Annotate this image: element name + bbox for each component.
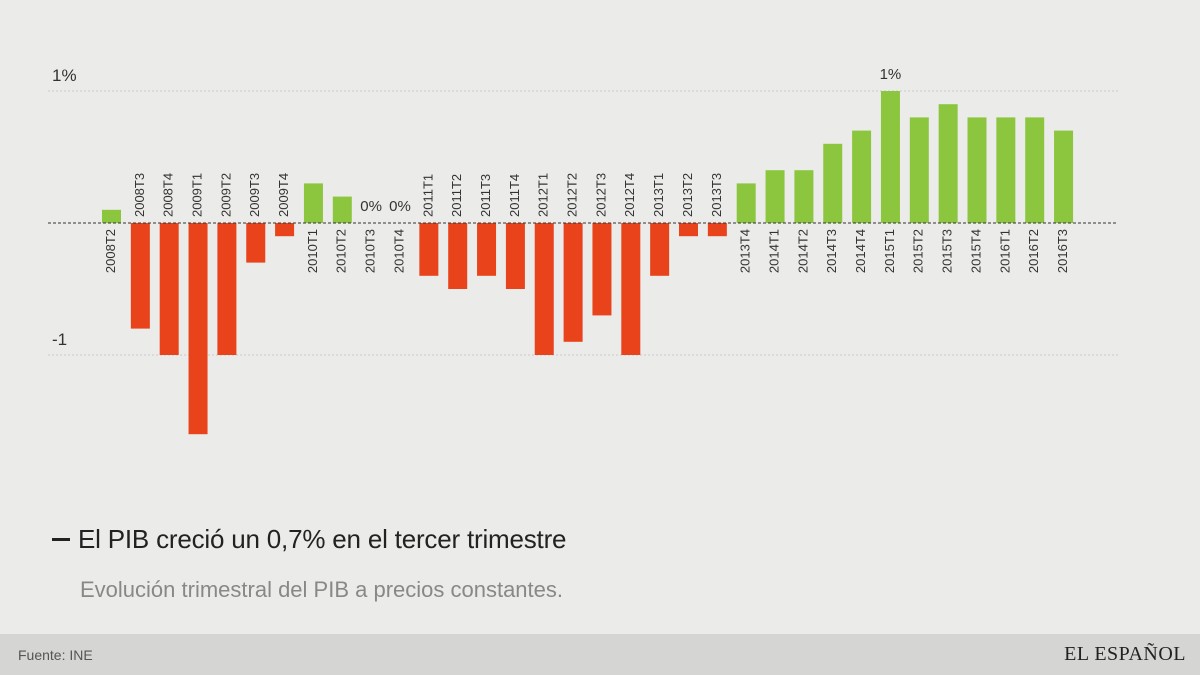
bar-2014T3 [823,143,843,223]
bar-2013T2 [679,223,698,237]
category-label: 2009T3 [247,173,262,217]
category-label: 2009T2 [218,173,233,217]
category-label: 2016T1 [997,229,1012,273]
category-label: 2010T3 [363,229,378,273]
bar-2008T2 [102,209,121,223]
bar-2016T2 [1025,117,1045,223]
category-label: 2015T4 [968,229,983,273]
footer-bar: Fuente: INE EL ESPAÑOL [0,634,1200,675]
publisher-logo: EL ESPAÑOL [1064,643,1186,665]
bar-2013T3 [707,223,727,237]
bar-2008T3 [130,223,150,329]
category-label: 2010T2 [334,229,349,273]
category-label: 2008T4 [161,173,176,217]
bar-2014T1 [765,170,785,223]
y-axis-label: 1% [52,66,77,85]
category-label: 2015T3 [940,229,955,273]
bar-2013T4 [736,183,756,223]
category-label: 2011T1 [420,174,435,217]
bar-2016T3 [1054,130,1074,223]
bar-2014T2 [794,170,814,223]
y-axis-label: -1 [52,330,67,349]
category-label: 2012T2 [565,173,580,217]
bar-2012T2 [563,223,583,342]
category-label: 2013T4 [738,229,753,273]
chart-subtitle: Evolución trimestral del PIB a precios c… [80,577,564,602]
bar-2015T2 [909,117,929,223]
category-label: 2011T3 [478,174,493,217]
category-label: 2010T4 [391,229,406,273]
category-label: 2014T2 [795,229,810,273]
bar-2015T3 [938,104,958,223]
category-label: 2014T3 [824,229,839,273]
category-label: 2014T1 [766,229,781,273]
bar-2013T1 [650,223,670,276]
category-label: 2008T3 [132,173,147,217]
bar-2012T1 [534,223,554,355]
bar-2009T1 [188,223,208,435]
chart-area: 1% -1 2008T2 2008T3 2008T4 2009T1 2009T2 2009T3… [48,66,1118,435]
category-label: 2012T4 [622,173,637,217]
category-label: 2015T2 [911,229,926,273]
bar-2008T4 [159,223,179,355]
bar-2011T4 [505,223,525,289]
data-label: 0% [360,198,382,215]
category-label: 2013T2 [680,173,695,217]
title-dash-icon [52,537,70,541]
chart-title-row: El PIB creció un 0,7% en el tercer trime… [52,524,566,555]
bar-2009T4 [275,223,295,237]
bar-2012T3 [592,223,612,316]
source-note: Fuente: INE [18,647,93,663]
category-label: 2015T1 [882,229,897,273]
category-label: 2010T1 [305,229,320,273]
bar-2010T1 [303,183,323,223]
bar-2015T1 [880,91,900,223]
bar-2016T1 [996,117,1016,223]
category-label: 2008T2 [103,229,118,273]
gdp-bar-chart: 1% -1 2008T2 2008T3 2008T4 2009T1 2009T2 2009T3… [48,66,1118,435]
bar-2009T2 [217,223,237,355]
category-label: 2013T3 [709,173,724,217]
data-label: 1% [880,66,902,83]
bar-2009T3 [246,223,266,263]
category-label: 2009T1 [189,173,204,217]
bar-2011T3 [477,223,497,276]
bar-2015T4 [967,117,987,223]
category-label: 2012T3 [593,173,608,217]
category-label: 2014T4 [853,229,868,273]
category-label: 2009T4 [276,173,291,217]
category-label: 2013T1 [651,173,666,217]
category-label: 2011T4 [507,174,522,217]
category-label: 2016T3 [1055,229,1070,273]
bar-2012T4 [621,223,641,355]
chart-title: El PIB creció un 0,7% en el tercer trime… [78,524,567,554]
bar-2011T2 [448,223,468,289]
data-label: 0% [389,198,411,215]
bar-2011T1 [419,223,439,276]
bar-2010T2 [332,196,352,223]
category-label: 2011T2 [449,174,464,217]
bar-2014T4 [852,130,872,223]
category-label: 2012T1 [536,173,551,217]
category-label: 2016T2 [1026,229,1041,273]
